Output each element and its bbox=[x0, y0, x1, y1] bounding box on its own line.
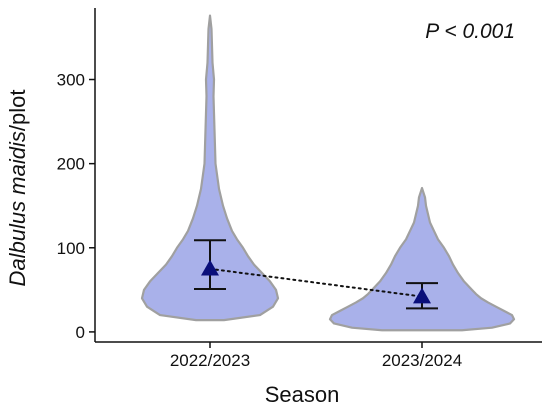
y-axis-ticks: 0 100 200 300 bbox=[57, 71, 95, 342]
y-axis-title: Dalbulus maidis/plot bbox=[5, 90, 30, 287]
mean-marker-triangle-icon-1 bbox=[413, 287, 431, 304]
connector-layer bbox=[209, 267, 423, 298]
y-axis-title-species: Dalbulus maidis bbox=[5, 131, 30, 286]
y-axis-title-unit: /plot bbox=[5, 90, 30, 132]
mean-connector-line bbox=[209, 267, 423, 298]
y-tick-label-2: 200 bbox=[57, 155, 85, 174]
x-axis-title: Season bbox=[265, 382, 340, 407]
x-tick-label-0: 2022/2023 bbox=[170, 351, 250, 370]
x-axis-ticks: 2022/2023 2023/2024 bbox=[170, 342, 462, 370]
x-tick-label-1: 2023/2024 bbox=[382, 351, 462, 370]
y-tick-label-3: 300 bbox=[57, 71, 85, 90]
y-tick-label-1: 100 bbox=[57, 239, 85, 258]
p-value-annotation: P < 0.001 bbox=[425, 20, 515, 43]
y-tick-label-0: 0 bbox=[76, 323, 85, 342]
mean-markers-layer bbox=[201, 259, 431, 304]
violin-1 bbox=[328, 186, 516, 332]
violin-0 bbox=[140, 14, 280, 322]
mean-marker-triangle-icon-0 bbox=[201, 259, 219, 276]
violins-layer bbox=[140, 14, 516, 332]
